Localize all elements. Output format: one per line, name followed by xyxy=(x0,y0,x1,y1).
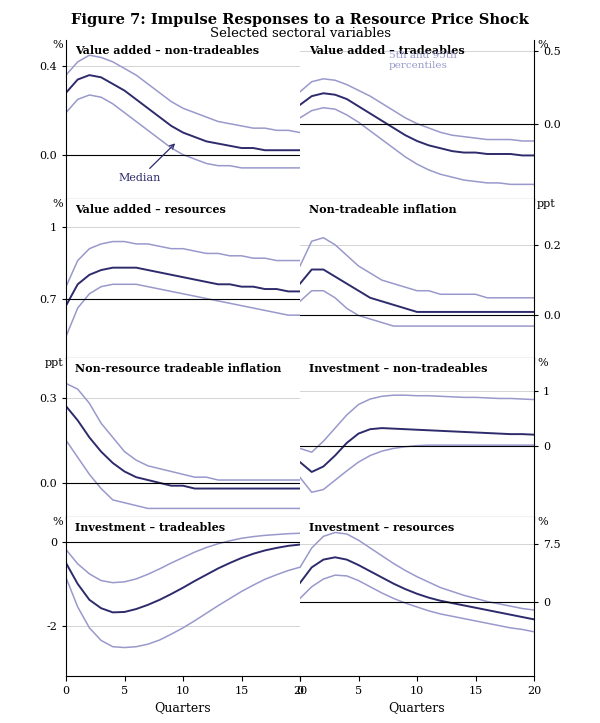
Text: Value added – non-tradeables: Value added – non-tradeables xyxy=(76,45,259,56)
Text: 5th and 95th
percentiles: 5th and 95th percentiles xyxy=(389,51,457,70)
Text: %: % xyxy=(537,40,548,50)
Text: ppt: ppt xyxy=(44,358,63,368)
Text: Value added – tradeables: Value added – tradeables xyxy=(310,45,465,56)
Text: Selected sectoral variables: Selected sectoral variables xyxy=(209,27,391,40)
Text: Median: Median xyxy=(119,145,174,183)
Text: Investment – tradeables: Investment – tradeables xyxy=(76,522,226,533)
Text: Non-resource tradeable inflation: Non-resource tradeable inflation xyxy=(76,363,282,374)
Text: Figure 7: Impulse Responses to a Resource Price Shock: Figure 7: Impulse Responses to a Resourc… xyxy=(71,13,529,27)
Text: %: % xyxy=(52,517,63,527)
Text: %: % xyxy=(52,40,63,50)
Text: ppt: ppt xyxy=(537,199,556,209)
Text: %: % xyxy=(537,358,548,368)
Text: Quarters: Quarters xyxy=(389,701,445,714)
Text: %: % xyxy=(52,199,63,209)
Text: Non-tradeable inflation: Non-tradeable inflation xyxy=(310,204,457,215)
Text: Value added – resources: Value added – resources xyxy=(76,204,226,215)
Text: %: % xyxy=(537,517,548,527)
Text: Investment – resources: Investment – resources xyxy=(310,522,455,533)
Text: Investment – non-tradeables: Investment – non-tradeables xyxy=(310,363,488,374)
Text: Quarters: Quarters xyxy=(155,701,211,714)
